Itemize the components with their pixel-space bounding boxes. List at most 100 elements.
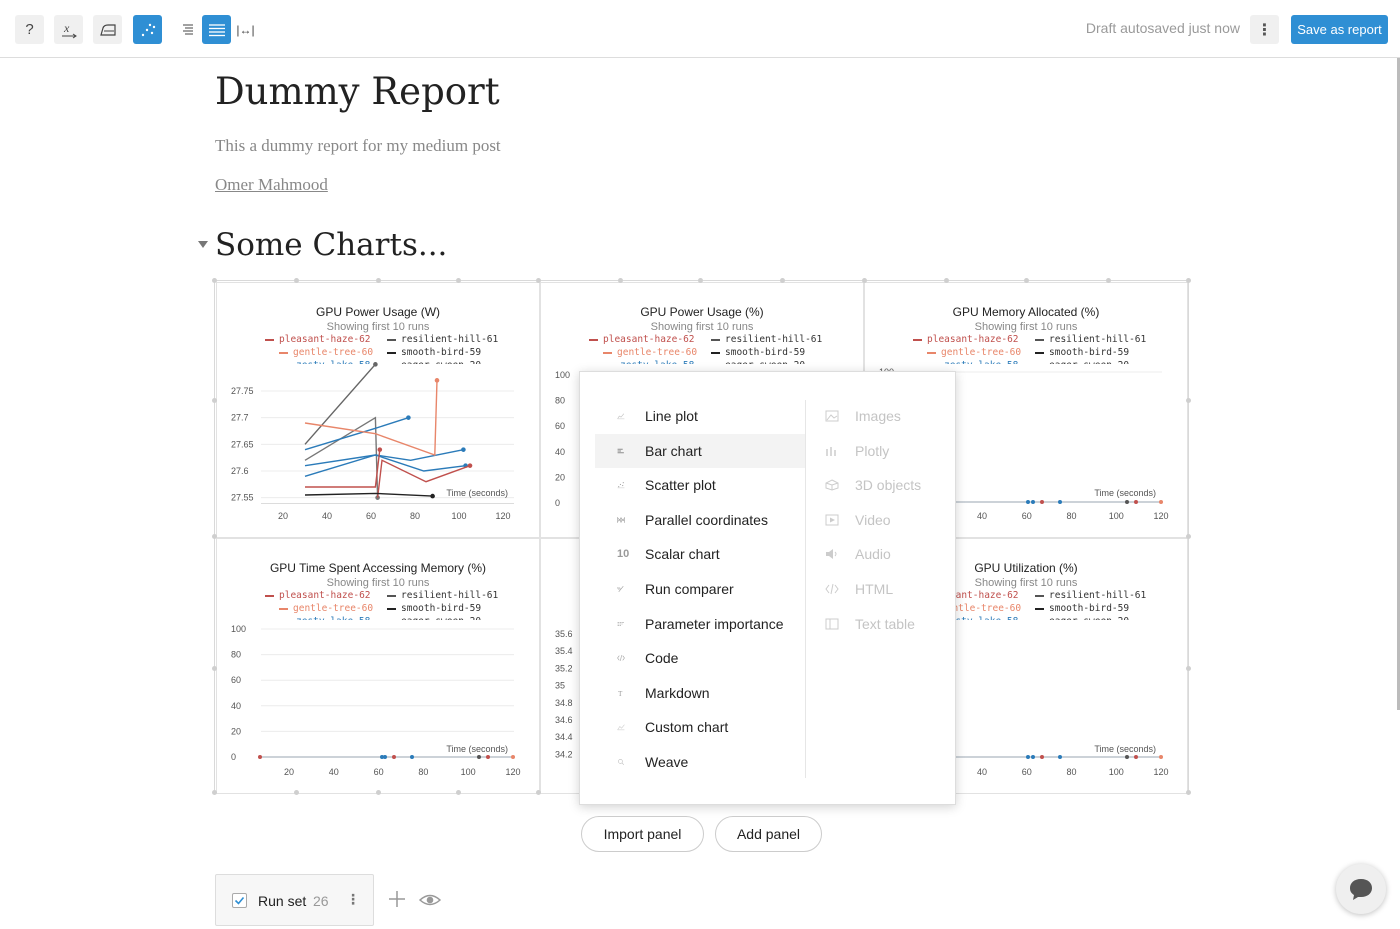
add-run-set-icon[interactable] (387, 889, 407, 909)
y-tick-label: 0 (231, 752, 236, 762)
resize-handle[interactable] (376, 278, 381, 283)
width-icon[interactable]: |↔| (231, 15, 260, 44)
menu-item-audio[interactable]: Audio (825, 537, 945, 571)
help-icon[interactable]: ? (15, 15, 44, 44)
resize-handle[interactable] (294, 790, 299, 795)
menu-item-label: Markdown (645, 684, 710, 701)
run-set-options-icon[interactable]: ⋮ (346, 891, 360, 907)
report-title[interactable]: Dummy Report (215, 70, 500, 113)
resize-handle[interactable] (1186, 534, 1191, 539)
y-tick-label: 100 (231, 624, 246, 634)
menu-item-text-table[interactable]: Text table (825, 607, 945, 641)
import-panel-button[interactable]: Import panel (581, 816, 704, 852)
menu-item-label: Audio (855, 546, 891, 563)
resize-handle[interactable] (294, 278, 299, 283)
resize-handle[interactable] (536, 790, 541, 795)
panel-subtitle: Showing first 10 runs (326, 321, 430, 333)
align-justify-icon[interactable] (202, 15, 231, 44)
legend-entry: zesty-lake-58 (930, 616, 1018, 620)
save-as-report-button[interactable]: Save as report (1291, 15, 1388, 44)
chart-panel[interactable]: GPU Power Usage (W) Showing first 10 run… (216, 282, 540, 538)
iron-icon[interactable] (93, 15, 122, 44)
x-tick-label: 60 (1022, 511, 1032, 521)
eye-icon[interactable] (418, 891, 442, 909)
custom-chart-icon (595, 721, 625, 733)
run-set-checkbox[interactable] (232, 893, 247, 908)
series-point (1125, 500, 1129, 504)
resize-handle[interactable] (1186, 666, 1191, 671)
resize-handle[interactable] (212, 534, 217, 539)
menu-item-markdown[interactable]: T Markdown (595, 676, 805, 710)
chart-panel[interactable]: GPU Time Spent Accessing Memory (%) Show… (216, 538, 540, 794)
menu-item-video[interactable]: Video (825, 503, 945, 537)
menu-item-weave[interactable]: Weave (595, 745, 805, 779)
y-tick-label: 20 (231, 726, 241, 736)
legend-label: gentle-tree-60 (941, 603, 1022, 614)
y-tick-label: 100 (555, 370, 570, 380)
series-point (383, 755, 387, 759)
series-point (380, 755, 384, 759)
resize-handle[interactable] (862, 278, 867, 283)
x-tick-label: 120 (505, 767, 520, 777)
run-set[interactable]: Run set 26 ⋮ (215, 874, 374, 926)
more-options-icon[interactable]: ⋮ (1250, 15, 1279, 44)
resize-handle[interactable] (1106, 278, 1111, 283)
resize-handle[interactable] (376, 790, 381, 795)
resize-handle[interactable] (944, 278, 949, 283)
report-description[interactable]: This a dummy report for my medium post (215, 136, 501, 155)
legend-label: zesty-lake-58 (296, 616, 370, 620)
series-point (1058, 500, 1062, 504)
resize-handle[interactable] (456, 790, 461, 795)
series-point (1134, 755, 1138, 759)
resize-handle[interactable] (212, 790, 217, 795)
chat-support-button[interactable] (1336, 864, 1386, 914)
menu-item-run-comparer[interactable]: % Run comparer (595, 572, 805, 606)
series-end-point (377, 447, 383, 452)
resize-handle[interactable] (456, 278, 461, 283)
menu-item-scalar-chart[interactable]: 10 Scalar chart (595, 537, 805, 571)
resize-handle[interactable] (780, 278, 785, 283)
resize-handle[interactable] (212, 278, 217, 283)
menu-item-custom-chart[interactable]: Custom chart (595, 710, 805, 744)
resize-handle[interactable] (618, 278, 623, 283)
resize-handle[interactable] (1186, 398, 1191, 403)
resize-handle[interactable] (212, 398, 217, 403)
menu-item-plotly[interactable]: Plotly (825, 434, 945, 468)
line-plot-icon (595, 410, 625, 422)
resize-handle[interactable] (698, 278, 703, 283)
menu-item-code[interactable]: Code (595, 641, 805, 675)
section-title[interactable]: Some Charts... (215, 227, 448, 263)
x-axis-icon[interactable]: x (54, 15, 83, 44)
text-table-icon (825, 618, 855, 630)
series-point (477, 755, 481, 759)
resize-handle[interactable] (536, 278, 541, 283)
scatter-icon[interactable] (133, 15, 162, 44)
resize-handle[interactable] (1024, 278, 1029, 283)
series-point (511, 755, 515, 759)
menu-item-line-plot[interactable]: Line plot (595, 399, 805, 433)
scrollbar[interactable] (1397, 58, 1400, 710)
resize-handle[interactable] (212, 666, 217, 671)
x-tick-label: 80 (410, 511, 420, 521)
menu-item-3d-objects[interactable]: 3D objects (825, 468, 945, 502)
align-left-icon[interactable] (173, 15, 202, 44)
legend-label: pleasant-haze-62 (927, 590, 1019, 601)
menu-item-parallel-coordinates[interactable]: Parallel coordinates (595, 503, 805, 537)
x-tick-label: 40 (977, 767, 987, 777)
menu-item-scatter-plot[interactable]: Scatter plot (595, 468, 805, 502)
y-tick-label: 60 (231, 675, 241, 685)
legend-entry: resilient-hill-61 (387, 590, 498, 601)
resize-handle[interactable] (1186, 790, 1191, 795)
menu-item-bar-chart[interactable]: Bar chart (595, 433, 805, 468)
legend-label: eager-sweep-20 (1049, 360, 1129, 364)
series-line (304, 454, 466, 477)
report-author[interactable]: Omer Mahmood (215, 175, 328, 194)
menu-item-images[interactable]: Images (825, 399, 945, 433)
add-panel-button[interactable]: Add panel (715, 816, 822, 852)
menu-item-label: Bar chart (645, 442, 702, 459)
collapse-section-icon[interactable] (198, 241, 208, 248)
menu-item-html[interactable]: HTML (825, 572, 945, 606)
resize-handle[interactable] (1186, 278, 1191, 283)
legend-entry: pleasant-haze-62 (265, 590, 371, 601)
menu-item-parameter-importance[interactable]: Parameter importance (595, 607, 805, 641)
